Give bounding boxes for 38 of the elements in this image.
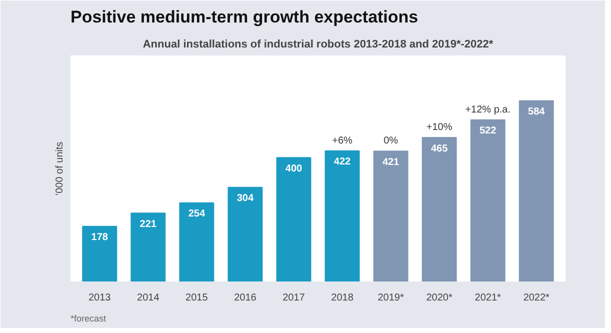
y-axis-title: '000 of units xyxy=(54,142,66,196)
chart-title: Positive medium-term growth expectations xyxy=(70,8,418,26)
bar xyxy=(228,186,263,282)
x-tick-label: 2017 xyxy=(282,292,306,304)
annotation: +12% p.a. xyxy=(465,104,511,116)
text: *forecast xyxy=(70,314,107,324)
bar xyxy=(276,157,312,282)
data-label: 221 xyxy=(140,218,157,230)
data-label: 254 xyxy=(188,208,206,220)
data-label: 400 xyxy=(285,163,303,174)
bar xyxy=(422,137,457,282)
x-tick-label: 2013 xyxy=(88,292,112,304)
x-tick-label: 2022* xyxy=(523,292,550,304)
data-label: 584 xyxy=(528,106,546,118)
x-tick-label: 2019* xyxy=(378,292,404,304)
data-label: 421 xyxy=(382,156,400,168)
bar xyxy=(324,150,360,282)
bar xyxy=(373,150,408,282)
bar xyxy=(130,212,166,282)
x-tick-label: 2016 xyxy=(234,292,257,304)
data-label: 422 xyxy=(334,156,352,168)
bar xyxy=(179,202,214,282)
x-tick-label: 2014 xyxy=(137,292,160,304)
bar xyxy=(470,119,506,282)
annotation: +10% xyxy=(426,122,452,134)
data-label: 465 xyxy=(430,143,448,154)
x-tick-label: 2018 xyxy=(331,292,354,304)
x-tick-label: 2015 xyxy=(186,292,208,304)
annotation: +6% xyxy=(332,135,353,146)
chart-subtitle: Annual installations of industrial robots 2013-2018 and 2019*-2022* xyxy=(142,38,494,50)
bar xyxy=(518,100,554,282)
data-label: 304 xyxy=(236,193,254,204)
bar xyxy=(82,226,118,282)
annotation: 0% xyxy=(384,136,398,147)
x-tick-label: 2021* xyxy=(474,292,502,304)
x-tick-label: 2020* xyxy=(426,292,452,304)
data-label: 522 xyxy=(480,126,497,137)
data-label: 178 xyxy=(91,232,108,244)
